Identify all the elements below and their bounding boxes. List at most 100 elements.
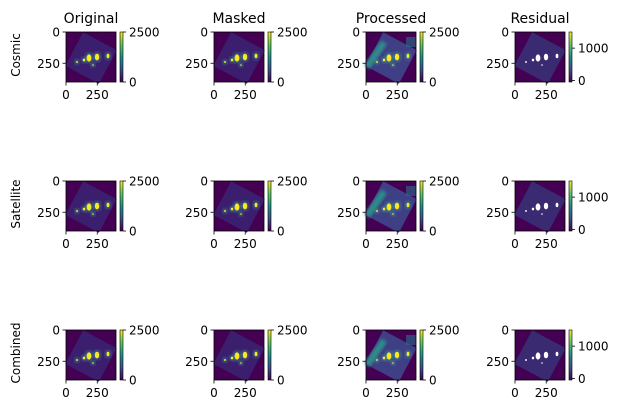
colorbar-tick-label: 2500 — [129, 324, 160, 338]
x-tick-label: 0 — [210, 386, 218, 400]
x-tick-label: 0 — [62, 88, 70, 102]
colorbar-tick-label: 0 — [429, 225, 437, 239]
source-2 — [242, 202, 248, 210]
y-tick-label: 0 — [352, 26, 360, 40]
y-tick-label: 0 — [501, 26, 509, 40]
colorbar-tick-label: 2500 — [277, 324, 308, 338]
source-5 — [376, 210, 378, 212]
colorbar-tick-label: 2500 — [429, 26, 460, 40]
axes-frame — [213, 329, 265, 381]
x-tick-label: 250 — [234, 386, 257, 400]
x-tick-label: 0 — [210, 237, 218, 251]
colorbar-tick-label: 2500 — [129, 26, 160, 40]
source-2 — [543, 202, 549, 210]
x-tick-label: 250 — [386, 237, 409, 251]
y-tick-label: 0 — [52, 26, 60, 40]
source-5 — [376, 359, 378, 361]
satellite-stripe — [364, 189, 388, 219]
x-tick-label: 0 — [511, 386, 519, 400]
frame-corner — [406, 37, 416, 47]
source-4 — [531, 356, 535, 360]
x-tick-label: 250 — [86, 237, 109, 251]
column-title-masked: Masked — [212, 11, 265, 27]
colorbar-tick-label: 2500 — [277, 26, 308, 40]
source-3 — [555, 351, 559, 357]
y-tick-label: 250 — [37, 206, 60, 220]
colorbar — [119, 180, 124, 232]
colorbar — [419, 180, 424, 232]
axes-frame — [65, 31, 117, 83]
column-title-processed: Processed — [356, 11, 427, 27]
x-tick-label: 250 — [535, 386, 558, 400]
x-tick-label: 250 — [386, 88, 409, 102]
source-1 — [535, 352, 541, 360]
colorbar — [119, 31, 124, 83]
source-4 — [82, 356, 86, 360]
colorbar-tick-label: 0 — [129, 225, 137, 239]
source-4 — [82, 207, 86, 211]
source-5 — [76, 210, 78, 212]
source-2 — [94, 53, 100, 61]
x-tick-label: 0 — [511, 88, 519, 102]
axes-frame — [213, 31, 265, 83]
source-1 — [86, 203, 92, 211]
colorbar-tick-label: 0 — [277, 374, 285, 388]
y-tick-label: 250 — [337, 355, 360, 369]
x-tick-label: 0 — [362, 237, 370, 251]
colorbar-tick-label: 0 — [429, 374, 437, 388]
source-4 — [230, 58, 234, 62]
source-3 — [254, 53, 258, 59]
x-tick-label: 0 — [210, 88, 218, 102]
source-6 — [541, 213, 543, 215]
source-1 — [86, 352, 92, 360]
source-1 — [535, 203, 541, 211]
colorbar-tick-label: 2500 — [429, 175, 460, 189]
source-1 — [386, 352, 392, 360]
x-tick-label: 250 — [535, 237, 558, 251]
colorbar-tick-label: 0 — [578, 223, 586, 237]
source-3 — [555, 202, 559, 208]
source-4 — [382, 356, 386, 360]
axes-frame — [365, 180, 417, 232]
x-tick-label: 250 — [86, 386, 109, 400]
source-2 — [543, 351, 549, 359]
source-2 — [242, 53, 248, 61]
axes-frame — [514, 31, 566, 83]
y-tick-label: 250 — [185, 206, 208, 220]
source-5 — [76, 359, 78, 361]
frame-corner — [406, 186, 416, 196]
source-3 — [406, 351, 410, 357]
x-tick-label: 0 — [362, 88, 370, 102]
colorbar — [568, 180, 573, 232]
x-tick-label: 0 — [362, 386, 370, 400]
source-5 — [76, 61, 78, 63]
source-5 — [525, 359, 527, 361]
source-4 — [382, 207, 386, 211]
source-6 — [92, 64, 94, 66]
colorbar — [568, 31, 573, 83]
source-6 — [392, 64, 394, 66]
colorbar-tick-label: 2500 — [129, 175, 160, 189]
y-tick-label: 250 — [486, 206, 509, 220]
source-1 — [86, 54, 92, 62]
colorbar — [267, 329, 272, 381]
row-label-satellite: Satellite — [9, 179, 23, 228]
colorbar-tick-label: 2500 — [429, 324, 460, 338]
axes-frame — [514, 180, 566, 232]
colorbar — [267, 180, 272, 232]
y-tick-label: 250 — [37, 355, 60, 369]
source-4 — [230, 207, 234, 211]
source-6 — [392, 213, 394, 215]
source-5 — [224, 210, 226, 212]
y-tick-label: 0 — [200, 175, 208, 189]
axes-frame — [213, 180, 265, 232]
source-4 — [531, 58, 535, 62]
colorbar — [267, 31, 272, 83]
y-tick-label: 0 — [52, 175, 60, 189]
